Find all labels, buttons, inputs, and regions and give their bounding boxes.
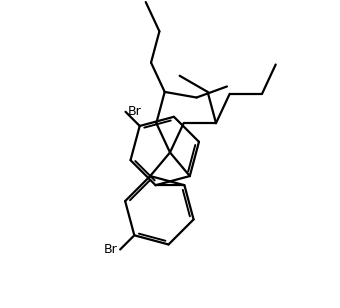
Text: Br: Br — [104, 243, 118, 256]
Text: Br: Br — [128, 105, 142, 118]
